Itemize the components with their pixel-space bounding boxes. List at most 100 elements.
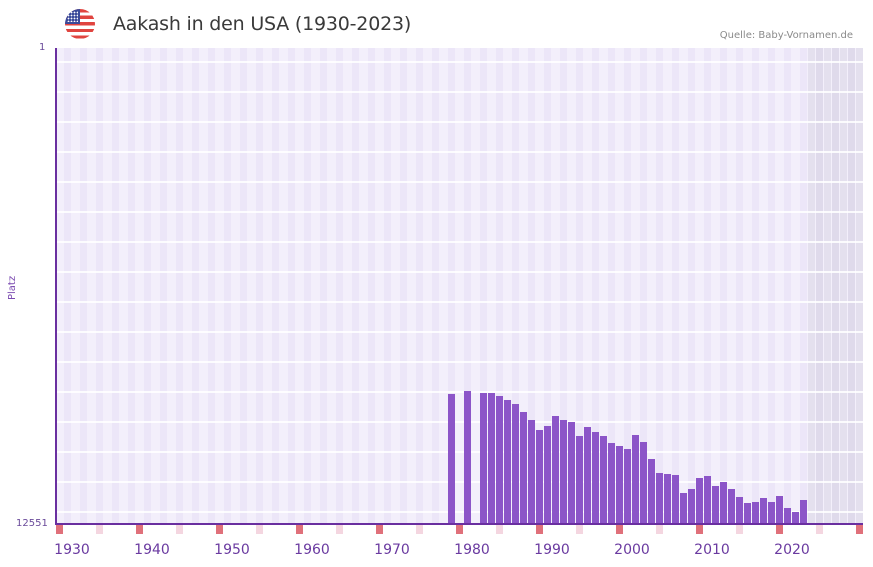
decade-tick [216,525,223,534]
grid-column [432,48,439,524]
bar-1981[interactable] [480,393,487,524]
x-tick-label: 1950 [214,542,250,558]
bar-1982[interactable] [488,393,495,524]
grid-column [144,48,151,524]
bar-1984[interactable] [504,400,511,524]
bar-2021[interactable] [800,500,807,524]
grid-column [352,48,359,524]
y-axis [55,48,57,525]
grid-column [336,48,343,524]
bar-1990[interactable] [552,416,559,524]
grid-column [152,48,159,524]
grid-column [416,48,423,524]
bar-2006[interactable] [680,493,687,524]
grid-column [760,48,767,524]
grid-column [568,48,575,524]
bar-2000[interactable] [632,435,639,524]
bar-2020[interactable] [792,512,799,524]
grid-column [120,48,127,524]
bar-1977[interactable] [448,394,455,524]
grid-column [560,48,567,524]
grid-line [56,181,863,183]
decade-tick [56,525,63,534]
bar-2011[interactable] [720,482,727,524]
bar-1997[interactable] [608,443,615,524]
grid-column [792,48,799,524]
grid-column [136,48,143,524]
bar-2016[interactable] [760,498,767,524]
bar-2019[interactable] [784,508,791,524]
grid-column [392,48,399,524]
bar-2015[interactable] [752,502,759,524]
grid-column [192,48,199,524]
grid-line [56,211,863,213]
bar-2018[interactable] [776,496,783,524]
grid-column [456,48,463,524]
bar-2013[interactable] [736,497,743,524]
bar-2007[interactable] [688,489,695,524]
grid-column [824,48,831,524]
grid-column [544,48,551,524]
grid-column [368,48,375,524]
bar-2002[interactable] [648,459,655,524]
grid-column [768,48,775,524]
bar-2003[interactable] [656,473,663,524]
bar-1985[interactable] [512,404,519,524]
bar-1979[interactable] [464,391,471,524]
bar-1995[interactable] [592,432,599,524]
bar-1998[interactable] [616,446,623,524]
y-axis-label: Platz [7,275,18,300]
half-decade-tick [176,525,183,534]
decade-tick [696,525,703,534]
bar-1987[interactable] [528,420,535,524]
bar-1991[interactable] [560,420,567,524]
source-label: Quelle: Baby-Vornamen.de [719,30,853,41]
x-tick-label: 1990 [534,542,570,558]
bar-1994[interactable] [584,427,591,524]
grid-column [512,48,519,524]
grid-column [448,48,455,524]
x-tick-label: 1980 [454,542,490,558]
grid-column [72,48,79,524]
grid-column [408,48,415,524]
decade-tick [856,525,863,534]
bar-1989[interactable] [544,426,551,524]
x-tick-label: 2000 [614,542,650,558]
grid-column [208,48,215,524]
bar-2008[interactable] [696,478,703,524]
bar-2001[interactable] [640,442,647,524]
decade-tick [376,525,383,534]
grid-column [712,48,719,524]
bar-2012[interactable] [728,489,735,524]
grid-column [632,48,639,524]
bar-2010[interactable] [712,486,719,524]
bar-1988[interactable] [536,430,543,524]
bar-1999[interactable] [624,449,631,524]
x-tick-label: 1960 [294,542,330,558]
bar-1983[interactable] [496,396,503,524]
half-decade-tick [816,525,823,534]
grid-line [56,361,863,363]
grid-line [56,61,863,63]
grid-column [536,48,543,524]
bar-1996[interactable] [600,436,607,524]
grid-column [304,48,311,524]
grid-column [744,48,751,524]
bar-2005[interactable] [672,475,679,524]
grid-line [56,421,863,423]
bar-2004[interactable] [664,474,671,524]
bar-1993[interactable] [576,436,583,524]
grid-column [80,48,87,524]
grid-column [176,48,183,524]
grid-column [624,48,631,524]
bar-2014[interactable] [744,503,751,524]
grid-column [808,48,815,524]
grid-column [312,48,319,524]
grid-column [648,48,655,524]
bar-2009[interactable] [704,476,711,524]
grid-line [56,511,863,513]
decade-tick [616,525,623,534]
bar-1986[interactable] [520,412,527,524]
bar-2017[interactable] [768,502,775,524]
bar-1992[interactable] [568,422,575,524]
